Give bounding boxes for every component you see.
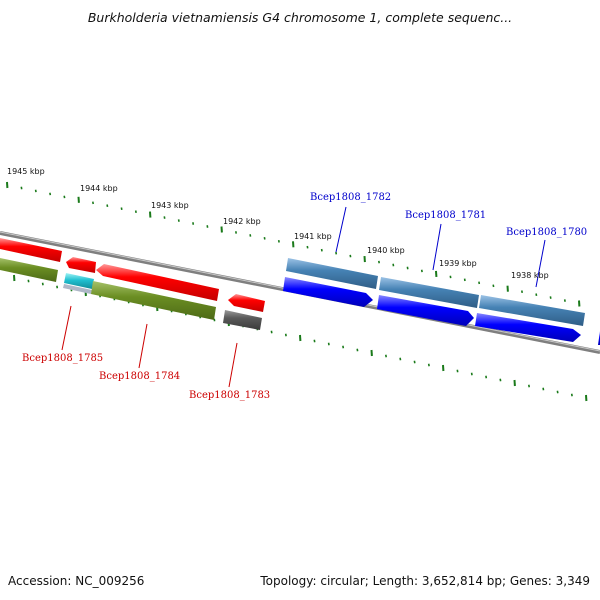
callout-line-1782 (335, 206, 347, 253)
gene-gray-bcep1808-1783[interactable] (223, 310, 262, 330)
kbp-label-1941: 1941 kbp (294, 232, 332, 241)
gene-blue-b[interactable] (377, 295, 474, 326)
kbp-label-1938: 1938 kbp (511, 271, 549, 280)
gene-label-bcep1808-1781[interactable]: Bcep1808_1781 (405, 210, 486, 221)
gene-label-bcep1808-1780[interactable]: Bcep1808_1780 (506, 227, 587, 238)
kbp-label-1944: 1944 kbp (80, 184, 118, 193)
gene-steel-bcep1808-1781[interactable] (379, 277, 479, 308)
gene-blue-c[interactable] (475, 313, 581, 342)
gene-cyan-bcep1808-1785[interactable] (64, 273, 94, 289)
gene-steel-bcep1808-1780[interactable] (479, 295, 585, 326)
gene-red-bcep1808-1783[interactable] (228, 294, 265, 312)
kbp-label-1945: 1945 kbp (7, 167, 45, 176)
kbp-label-1942: 1942 kbp (223, 217, 261, 226)
gene-red-long[interactable] (96, 264, 219, 301)
gene-olive-left[interactable] (0, 258, 58, 282)
gene-olive-bcep1808-1784[interactable] (91, 281, 216, 320)
gene-blue-a[interactable] (283, 277, 373, 307)
gene-cyan-strip (63, 284, 92, 294)
map-title: Burkholderia vietnamiensis G4 chromosome… (87, 10, 513, 25)
kbp-label-1939: 1939 kbp (439, 259, 477, 268)
callout-line-1780 (535, 239, 546, 288)
gene-label-bcep1808-1783[interactable]: Bcep1808_1783 (189, 390, 270, 401)
gene-red-small[interactable] (66, 257, 96, 273)
gene-steel-bcep1808-1782[interactable] (286, 258, 378, 289)
topology-summary-text: Topology: circular; Length: 3,652,814 bp… (260, 574, 590, 588)
gene-red-left[interactable] (0, 238, 62, 262)
kbp-label-1940: 1940 kbp (367, 246, 405, 255)
gene-label-bcep1808-1784[interactable]: Bcep1808_1784 (99, 371, 180, 382)
callout-line-1781 (432, 223, 442, 271)
accession-text: Accession: NC_009256 (8, 574, 145, 588)
callout-line-1785 (61, 305, 72, 351)
gene-label-bcep1808-1782[interactable]: Bcep1808_1782 (310, 192, 391, 203)
callout-line-1783 (228, 342, 238, 388)
kbp-label-1943: 1943 kbp (151, 201, 189, 210)
gene-label-bcep1808-1785[interactable]: Bcep1808_1785 (22, 353, 103, 364)
upper-kbp-tick-row (6, 181, 581, 307)
callout-line-1784 (138, 323, 148, 369)
